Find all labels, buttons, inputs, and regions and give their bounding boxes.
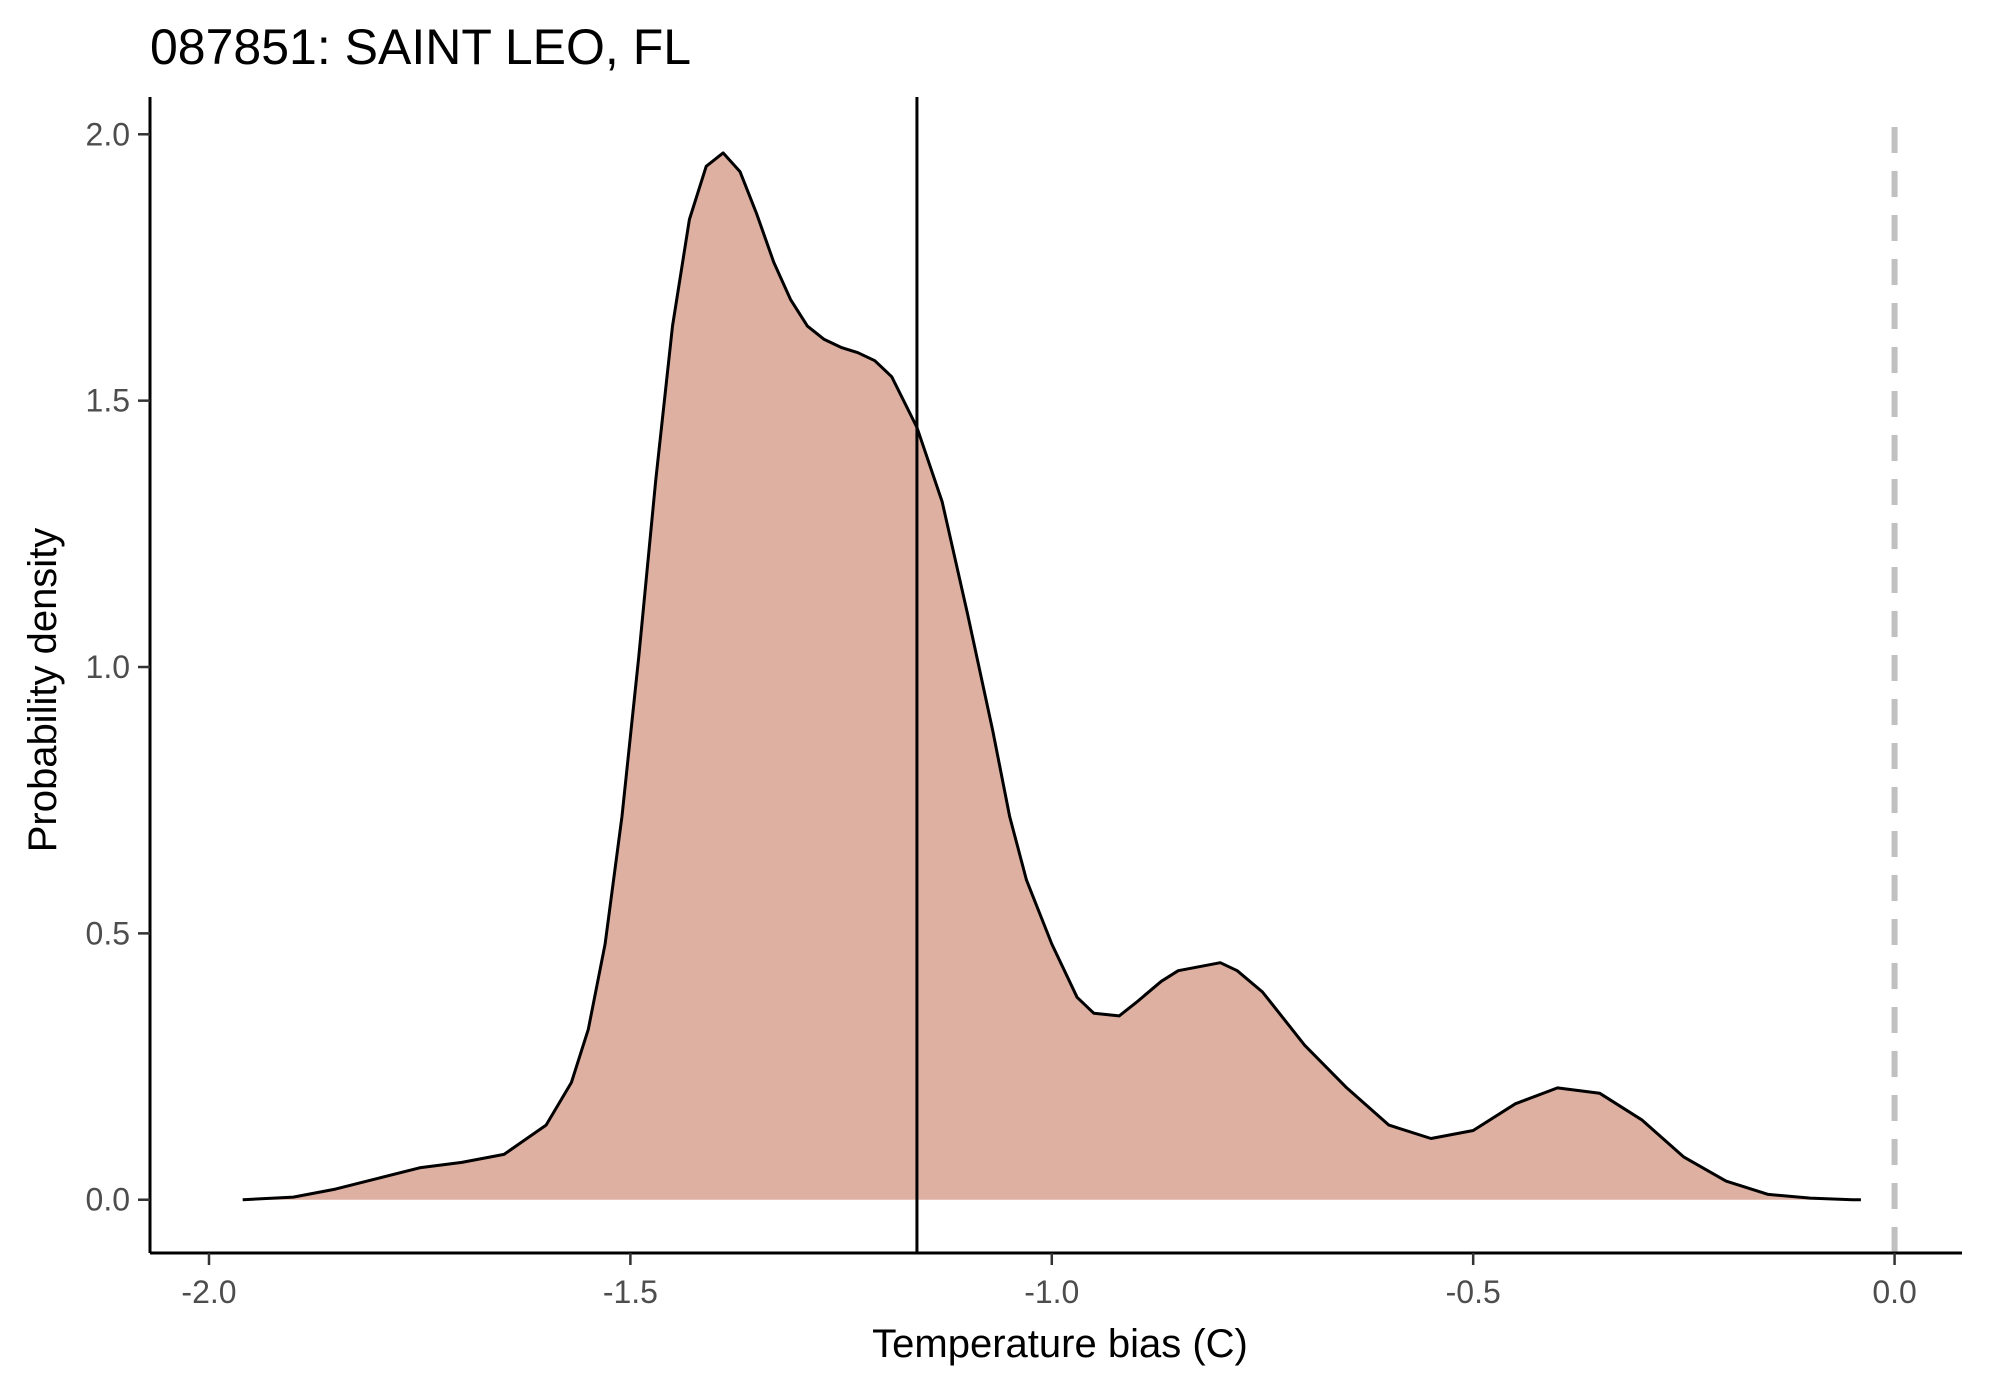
density-line: [242, 151, 1861, 1202]
y-tick-label: 1.0: [86, 649, 130, 685]
y-tick-label: 1.5: [86, 383, 130, 419]
y-tick-label: 2.0: [86, 116, 130, 152]
x-tick-label: 0.0: [1872, 1274, 1916, 1310]
density-area: [242, 152, 1861, 1200]
axes: -2.0 -1.5 -1.0 -0.5 0.0 0.0 0.5 1.0 1.5 2.0: [86, 97, 1962, 1310]
plot-marks: [242, 97, 1898, 1253]
chart-title: 087851: SAINT LEO, FL: [150, 19, 691, 75]
x-tick-label: -0.5: [1446, 1274, 1501, 1310]
y-tick-label: 0.5: [86, 915, 130, 951]
x-tick-label: -1.0: [1024, 1274, 1079, 1310]
x-axis-title: Temperature bias (C): [872, 1322, 1248, 1366]
y-axis-title: Probability density: [21, 528, 65, 853]
x-tick-label: -2.0: [181, 1274, 236, 1310]
x-tick-label: -1.5: [603, 1274, 658, 1310]
y-tick-label: 0.0: [86, 1182, 130, 1218]
